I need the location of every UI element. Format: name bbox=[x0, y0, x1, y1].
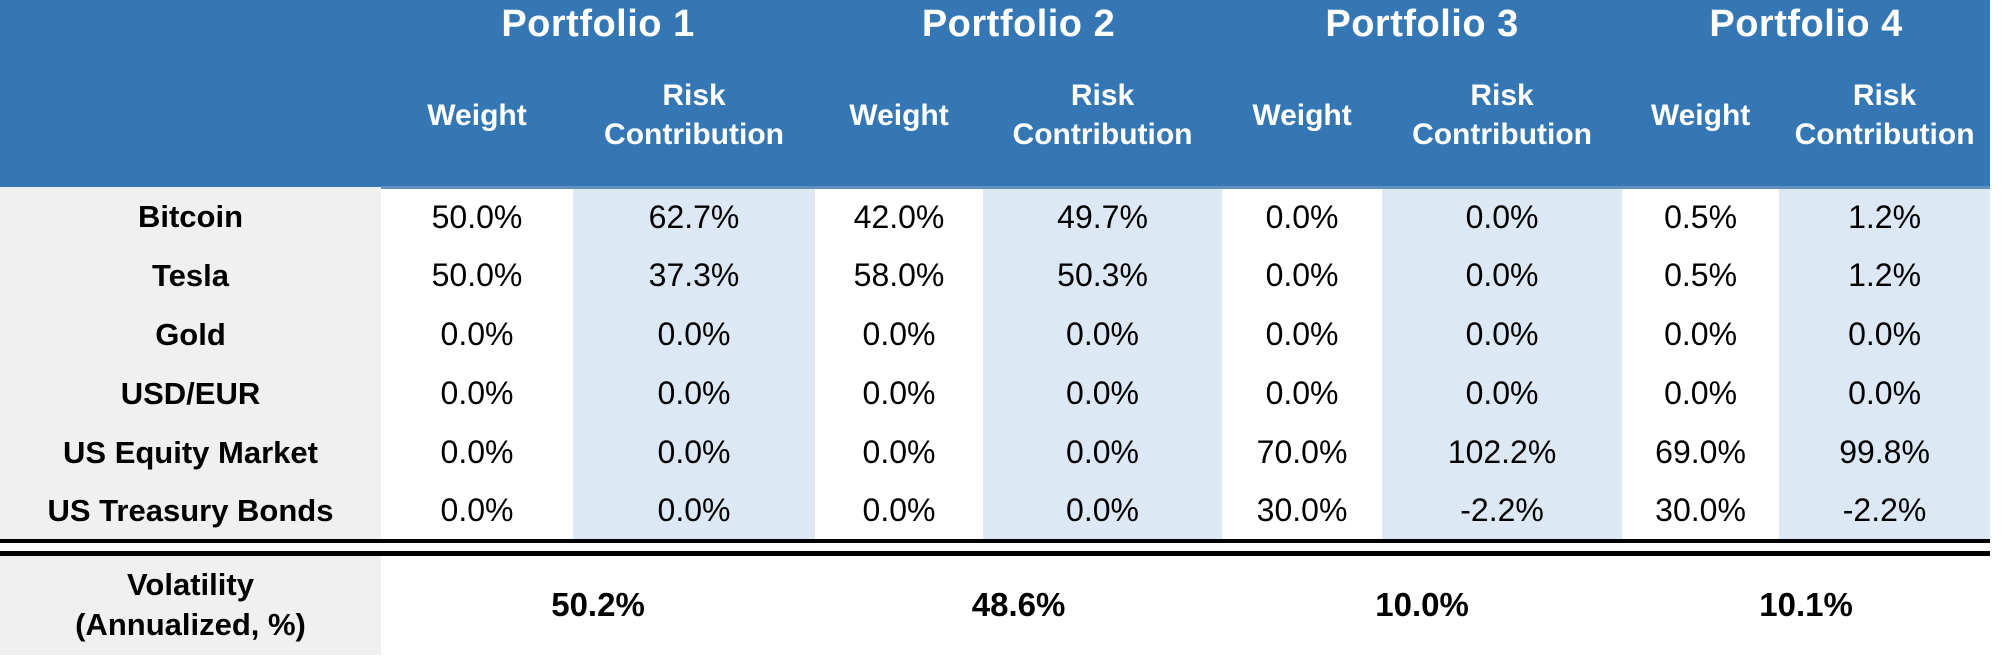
risk-contribution-value: 0.0% bbox=[1779, 305, 1991, 364]
weight-value: 0.0% bbox=[1222, 246, 1383, 305]
table-row-bitcoin: Bitcoin 50.0% 62.7% 42.0% 49.7% 0.0% 0.0… bbox=[0, 187, 1991, 246]
risk-header-line2: Contribution bbox=[1412, 117, 1593, 151]
risk-header-line1: Risk bbox=[1070, 79, 1135, 113]
risk-contribution-value: 99.8% bbox=[1779, 423, 1991, 482]
weight-value: 0.0% bbox=[815, 482, 984, 541]
table-row-usd-eur: USD/EUR 0.0% 0.0% 0.0% 0.0% 0.0% 0.0% 0.… bbox=[0, 364, 1991, 423]
table-row-us-treasury-bonds: US Treasury Bonds 0.0% 0.0% 0.0% 0.0% 30… bbox=[0, 482, 1991, 541]
weight-value: 0.0% bbox=[1222, 364, 1383, 423]
table-header: Portfolio 1 Portfolio 2 Portfolio 3 Port… bbox=[0, 0, 1991, 189]
portfolio-4-title: Portfolio 4 bbox=[1622, 0, 1991, 46]
risk-header-line2: Contribution bbox=[1794, 117, 1975, 151]
volatility-value-p1: 50.2% bbox=[381, 553, 816, 655]
volatility-label-line1: Volatility bbox=[127, 566, 254, 602]
risk-contribution-value: 0.0% bbox=[573, 305, 816, 364]
risk-contribution-value: 49.7% bbox=[983, 187, 1223, 246]
risk-contribution-value: 0.0% bbox=[573, 423, 816, 482]
double-rule-divider bbox=[0, 539, 1991, 556]
volatility-row: Volatility (Annualized, %) 50.2% 48.6% 10… bbox=[0, 553, 1991, 655]
volatility-value-p3: 10.0% bbox=[1222, 553, 1623, 655]
weight-value: 0.0% bbox=[1222, 305, 1383, 364]
risk-contribution-header-p1: Risk Contribution bbox=[573, 46, 816, 189]
asset-label: US Equity Market bbox=[0, 423, 381, 482]
subheader-row: Weight Risk Contribution Weight Risk Contr… bbox=[0, 46, 1991, 189]
risk-contribution-value: 0.0% bbox=[1382, 246, 1623, 305]
risk-contribution-header-p3: Risk Contribution bbox=[1382, 46, 1623, 189]
risk-contribution-value: 62.7% bbox=[573, 187, 816, 246]
weight-value: 50.0% bbox=[381, 246, 573, 305]
double-rule-line bbox=[0, 539, 1991, 556]
asset-label: Bitcoin bbox=[0, 187, 381, 246]
weight-value: 0.0% bbox=[381, 482, 573, 541]
asset-label: USD/EUR bbox=[0, 364, 381, 423]
risk-contribution-value: -2.2% bbox=[1779, 482, 1991, 541]
risk-contribution-value: 0.0% bbox=[1382, 187, 1623, 246]
weight-value: 0.0% bbox=[1622, 305, 1780, 364]
risk-header-line2: Contribution bbox=[604, 117, 784, 151]
weight-value: 0.0% bbox=[815, 364, 984, 423]
weight-value: 50.0% bbox=[381, 187, 573, 246]
weight-header-p2: Weight bbox=[815, 46, 984, 189]
weight-value: 42.0% bbox=[815, 187, 984, 246]
risk-contribution-value: 0.0% bbox=[1382, 364, 1623, 423]
weight-value: 30.0% bbox=[1222, 482, 1383, 541]
risk-header-line1: Risk bbox=[662, 79, 726, 113]
risk-contribution-value: 0.0% bbox=[983, 305, 1223, 364]
weight-value: 0.0% bbox=[381, 364, 573, 423]
weight-value: 69.0% bbox=[1622, 423, 1780, 482]
asset-label: Gold bbox=[0, 305, 381, 364]
risk-contribution-value: 37.3% bbox=[573, 246, 816, 305]
risk-contribution-value: 0.0% bbox=[983, 364, 1223, 423]
corner-blank-cell bbox=[0, 0, 381, 187]
risk-contribution-value: 0.0% bbox=[573, 482, 816, 541]
volatility-value-p2: 48.6% bbox=[815, 553, 1223, 655]
risk-contribution-value: 1.2% bbox=[1779, 187, 1991, 246]
risk-header-line1: Risk bbox=[1470, 79, 1534, 113]
weight-value: 30.0% bbox=[1622, 482, 1780, 541]
weight-header-p4: Weight bbox=[1622, 46, 1780, 189]
weight-value: 70.0% bbox=[1222, 423, 1383, 482]
risk-contribution-value: 0.0% bbox=[573, 364, 816, 423]
asset-label: US Treasury Bonds bbox=[0, 482, 381, 541]
volatility-value-p4: 10.1% bbox=[1622, 553, 1991, 655]
risk-contribution-value: 1.2% bbox=[1779, 246, 1991, 305]
risk-contribution-value: 0.0% bbox=[983, 482, 1223, 541]
risk-contribution-value: 50.3% bbox=[983, 246, 1223, 305]
weight-header-p3: Weight bbox=[1222, 46, 1383, 189]
risk-contribution-value: 102.2% bbox=[1382, 423, 1623, 482]
table-row-gold: Gold 0.0% 0.0% 0.0% 0.0% 0.0% 0.0% 0.0% … bbox=[0, 305, 1991, 364]
weight-value: 0.0% bbox=[815, 423, 984, 482]
portfolio-title-row: Portfolio 1 Portfolio 2 Portfolio 3 Port… bbox=[0, 0, 1991, 187]
risk-contribution-value: 0.0% bbox=[1779, 364, 1991, 423]
table-row-tesla: Tesla 50.0% 37.3% 58.0% 50.3% 0.0% 0.0% … bbox=[0, 246, 1991, 305]
volatility-label-line2: (Annualized, %) bbox=[75, 607, 306, 643]
volatility-label: Volatility (Annualized, %) bbox=[0, 553, 381, 655]
risk-contribution-header-p4: Risk Contribution bbox=[1779, 46, 1991, 189]
asset-label: Tesla bbox=[0, 246, 381, 305]
portfolio-3-title: Portfolio 3 bbox=[1222, 0, 1623, 46]
table-body: Bitcoin 50.0% 62.7% 42.0% 49.7% 0.0% 0.0… bbox=[0, 187, 1991, 655]
portfolio-2-title: Portfolio 2 bbox=[815, 0, 1223, 46]
risk-contribution-header-p2: Risk Contribution bbox=[983, 46, 1223, 189]
risk-contribution-value: 0.0% bbox=[1382, 305, 1623, 364]
table-row-us-equity-market: US Equity Market 0.0% 0.0% 0.0% 0.0% 70.… bbox=[0, 423, 1991, 482]
risk-contribution-value: 0.0% bbox=[983, 423, 1223, 482]
weight-header-p1: Weight bbox=[381, 46, 573, 189]
weight-value: 0.5% bbox=[1622, 246, 1780, 305]
risk-contribution-value: -2.2% bbox=[1382, 482, 1623, 541]
weight-value: 0.0% bbox=[815, 305, 984, 364]
weight-value: 0.0% bbox=[1622, 364, 1780, 423]
weight-value: 0.0% bbox=[381, 305, 573, 364]
risk-header-line2: Contribution bbox=[1012, 117, 1193, 151]
weight-value: 0.5% bbox=[1622, 187, 1780, 246]
weight-value: 0.0% bbox=[381, 423, 573, 482]
portfolio-1-title: Portfolio 1 bbox=[381, 0, 816, 46]
weight-value: 0.0% bbox=[1222, 187, 1383, 246]
risk-header-line1: Risk bbox=[1852, 79, 1917, 113]
weight-value: 58.0% bbox=[815, 246, 984, 305]
